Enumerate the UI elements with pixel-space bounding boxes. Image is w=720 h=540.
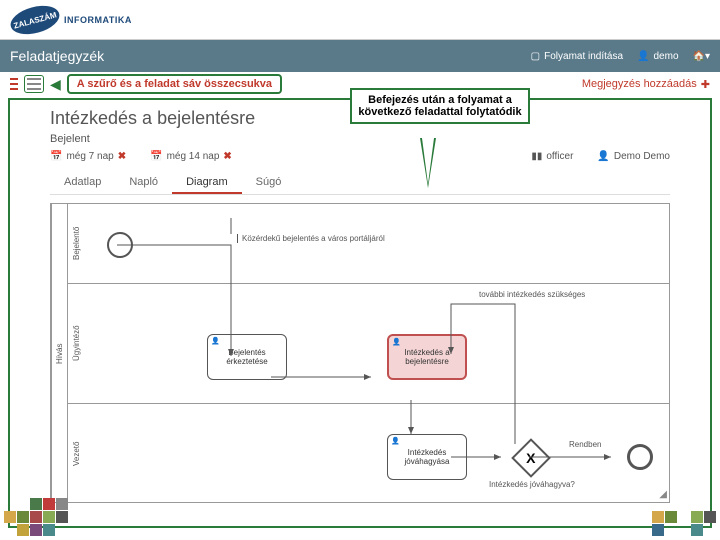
user-task-icon: 👤 <box>392 338 401 346</box>
bpmn-diagram[interactable]: Hívás Bejelentő Közérdekű bejelentés a v… <box>50 203 670 503</box>
lane2-label: Ügyintéző <box>67 284 85 403</box>
pool-label: Hívás <box>51 204 67 504</box>
user-label: demo <box>654 51 679 62</box>
start-message-label: Közérdekű bejelentés a város portáljáról <box>237 234 387 243</box>
submitter-label: Bejelent <box>50 133 670 145</box>
main-content: Intézkedés a bejelentésre Bejelent 📅 még… <box>8 98 712 528</box>
user-task-icon: 👤 <box>391 437 400 445</box>
user-icon: 👤 <box>597 151 609 162</box>
user-task-icon: 👤 <box>211 337 220 345</box>
app-header: Feladatjegyzék ▢ Folyamat indítása 👤 dem… <box>0 40 720 72</box>
due-date-2: 📅 még 14 nap ✖ <box>150 151 232 162</box>
lane1-label: Bejelentő <box>67 204 85 283</box>
collapse-right-icon[interactable] <box>24 75 44 93</box>
process-start-link[interactable]: ▢ Folyamat indítása <box>531 51 623 62</box>
assignee-text: Demo Demo <box>614 151 670 162</box>
home-button[interactable]: 🏠▾ <box>693 51 710 62</box>
collapse-callout: A szűrő és a feladat sáv összecsukva <box>67 74 282 94</box>
collapse-left-icon[interactable] <box>10 78 18 90</box>
annotation-pointer-inner <box>422 138 434 184</box>
role-icon: ▮▮ <box>531 151 542 162</box>
logo: ZALASZÁM INFORMATIKA <box>10 7 132 33</box>
lane3-label: Vezető <box>67 404 85 504</box>
due1-text: még 7 nap <box>66 151 113 162</box>
header-actions: ▢ Folyamat indítása 👤 demo 🏠▾ <box>531 51 710 62</box>
tab-bar: Adatlap Napló Diagram Súgó <box>50 172 670 195</box>
further-action-label: további intézkedés szükséges <box>477 290 587 299</box>
resize-handle-icon[interactable]: ◢ <box>659 489 667 500</box>
callout-arrow-icon: ◀ <box>50 76 61 93</box>
due-date-1: 📅 még 7 nap ✖ <box>50 151 126 162</box>
gateway-approved[interactable]: X <box>511 438 551 478</box>
assignee-item: 👤 Demo Demo <box>597 151 670 162</box>
plus-icon: ✚ <box>701 78 710 91</box>
chat-icon: ▢ <box>531 51 540 62</box>
logo-outer-text: INFORMATIKA <box>64 15 132 25</box>
add-comment-link[interactable]: Megjegyzés hozzáadás ✚ <box>582 78 710 91</box>
logo-inner-text: ZALASZÁM <box>13 9 58 29</box>
tab-sugo[interactable]: Súgó <box>242 172 296 194</box>
task2-label: Intézkedés a bejelentésre <box>391 348 463 366</box>
logo-mark: ZALASZÁM <box>7 0 62 38</box>
task-jovahagyas[interactable]: 👤 Intézkedés jóváhagyása <box>387 434 467 480</box>
add-comment-label: Megjegyzés hozzáadás <box>582 78 697 90</box>
clear-due2[interactable]: ✖ <box>223 151 231 162</box>
tab-diagram[interactable]: Diagram <box>172 172 242 194</box>
decor-mosaic-right <box>652 511 716 536</box>
lane-ugyintezo: Ügyintéző 👤 Bejelentés érkeztetése 👤 Int… <box>67 284 669 404</box>
decor-mosaic-left <box>4 498 68 536</box>
yes-label: Rendben <box>567 440 603 449</box>
tab-naplo[interactable]: Napló <box>115 172 172 194</box>
page-title: Feladatjegyzék <box>10 48 104 64</box>
task1-label: Bejelentés érkeztetése <box>210 348 284 366</box>
tab-adatlap[interactable]: Adatlap <box>50 172 115 194</box>
gateway-question: Intézkedés jóváhagyva? <box>487 480 577 489</box>
start-event[interactable] <box>107 232 133 258</box>
calendar-icon: 📅 <box>150 151 162 162</box>
due2-text: még 14 nap <box>167 151 220 162</box>
subbar-left: ◀ A szűrő és a feladat sáv összecsukva <box>10 74 282 94</box>
user-menu[interactable]: 👤 demo <box>637 51 678 62</box>
user-icon: 👤 <box>637 51 649 62</box>
task-erkeztetes[interactable]: 👤 Bejelentés érkeztetése <box>207 334 287 380</box>
role-text: officer <box>546 151 573 162</box>
task3-label: Intézkedés jóváhagyása <box>390 448 464 466</box>
meta-row: 📅 még 7 nap ✖ 📅 még 14 nap ✖ ▮▮ officer … <box>50 151 670 162</box>
diagram-annotation: Befejezés után a folyamat a következő fe… <box>350 88 530 124</box>
home-icon: 🏠▾ <box>693 51 710 62</box>
role-item: ▮▮ officer <box>531 151 573 162</box>
end-event[interactable] <box>627 444 653 470</box>
lane-vezeto: Vezető 👤 Intézkedés jóváhagyása X Intézk… <box>67 404 669 504</box>
lane-bejelento: Bejelentő Közérdekű bejelentés a város p… <box>67 204 669 284</box>
clear-due1[interactable]: ✖ <box>118 151 126 162</box>
logo-bar: ZALASZÁM INFORMATIKA <box>0 0 720 40</box>
process-start-label: Folyamat indítása <box>544 51 623 62</box>
task-intezkedes[interactable]: 👤 Intézkedés a bejelentésre <box>387 334 467 380</box>
calendar-icon: 📅 <box>50 151 62 162</box>
